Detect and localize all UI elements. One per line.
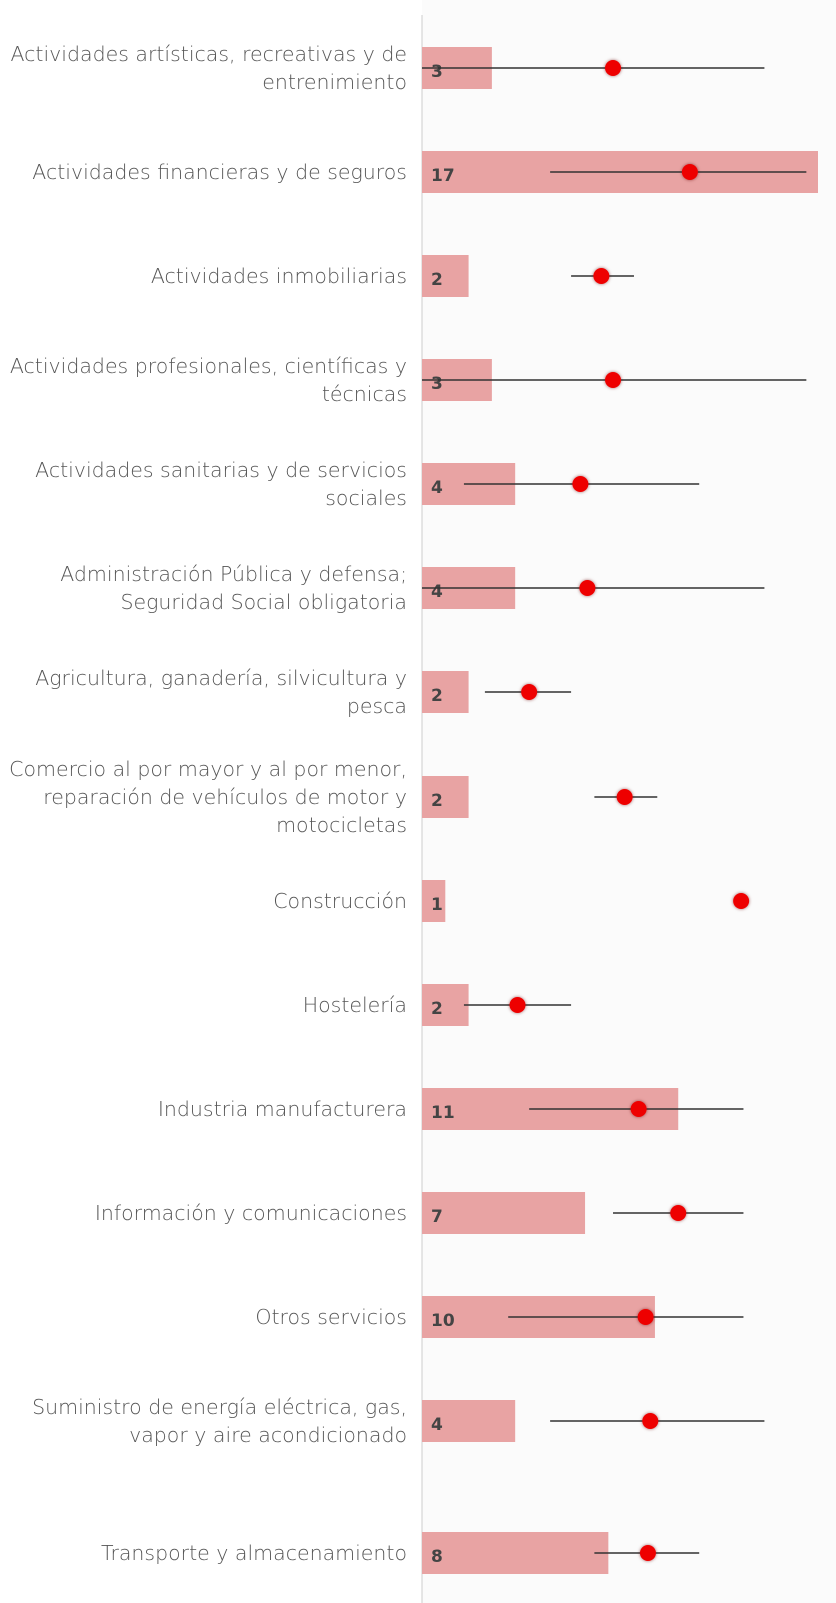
bar-label: 17 [431, 166, 455, 186]
bar-label: 4 [431, 1415, 443, 1435]
category-label: Administración Pública y defensa; Seguri… [60, 562, 407, 614]
category-label: Comercio al por mayor y al por menor, re… [9, 757, 407, 837]
point [681, 164, 698, 180]
category-label: Hostelería [302, 993, 407, 1017]
point [642, 1413, 659, 1429]
bar [422, 671, 469, 713]
category-label: Actividades artísticas, recreativas y de… [10, 42, 408, 94]
point [593, 268, 610, 284]
point [616, 789, 633, 805]
category-label: Información y comunicaciones [94, 1201, 407, 1225]
point [637, 1309, 654, 1325]
category-label: Agricultura, ganadería, silvicultura y p… [35, 666, 407, 718]
bar [422, 1400, 516, 1442]
category-label: Transporte y almacenamiento [100, 1541, 407, 1565]
bar-label: 10 [431, 1311, 455, 1331]
bar [422, 255, 469, 297]
point [572, 476, 589, 492]
bar-label: 3 [431, 374, 443, 394]
bar [422, 1532, 609, 1574]
category-label: Otros servicios [255, 1305, 407, 1329]
category-label: Actividades financieras y de seguros [32, 160, 407, 184]
point [509, 997, 526, 1013]
bar-label: 2 [431, 999, 443, 1019]
bar [422, 1192, 586, 1234]
bar [422, 984, 469, 1026]
category-label: Actividades profesionales, científicas y… [9, 354, 407, 406]
point [605, 60, 622, 76]
bar-label: 3 [431, 62, 443, 82]
bar-label: 2 [431, 270, 443, 290]
bar-label: 4 [431, 478, 443, 498]
point [670, 1205, 687, 1221]
category-label: Industria manufacturera [157, 1097, 407, 1121]
bar-label: 4 [431, 582, 443, 602]
point [630, 1101, 647, 1117]
category-label: Suministro de energía eléctrica, gas, va… [32, 1395, 407, 1447]
bar [422, 880, 446, 922]
category-label: Actividades inmobiliarias [150, 264, 407, 288]
point [579, 580, 596, 596]
bar-label: 1 [431, 895, 443, 915]
point [521, 684, 538, 700]
bar-label: 11 [431, 1103, 455, 1123]
point [639, 1545, 656, 1561]
bar [422, 776, 469, 818]
point [605, 372, 622, 388]
bar-label: 2 [431, 686, 443, 706]
bar-label: 8 [431, 1547, 443, 1567]
category-label: Actividades sanitarias y de servicios so… [35, 458, 407, 510]
bar-label: 7 [431, 1207, 443, 1227]
bar-label: 2 [431, 791, 443, 811]
category-label: Construcción [273, 889, 407, 913]
point [733, 893, 750, 909]
